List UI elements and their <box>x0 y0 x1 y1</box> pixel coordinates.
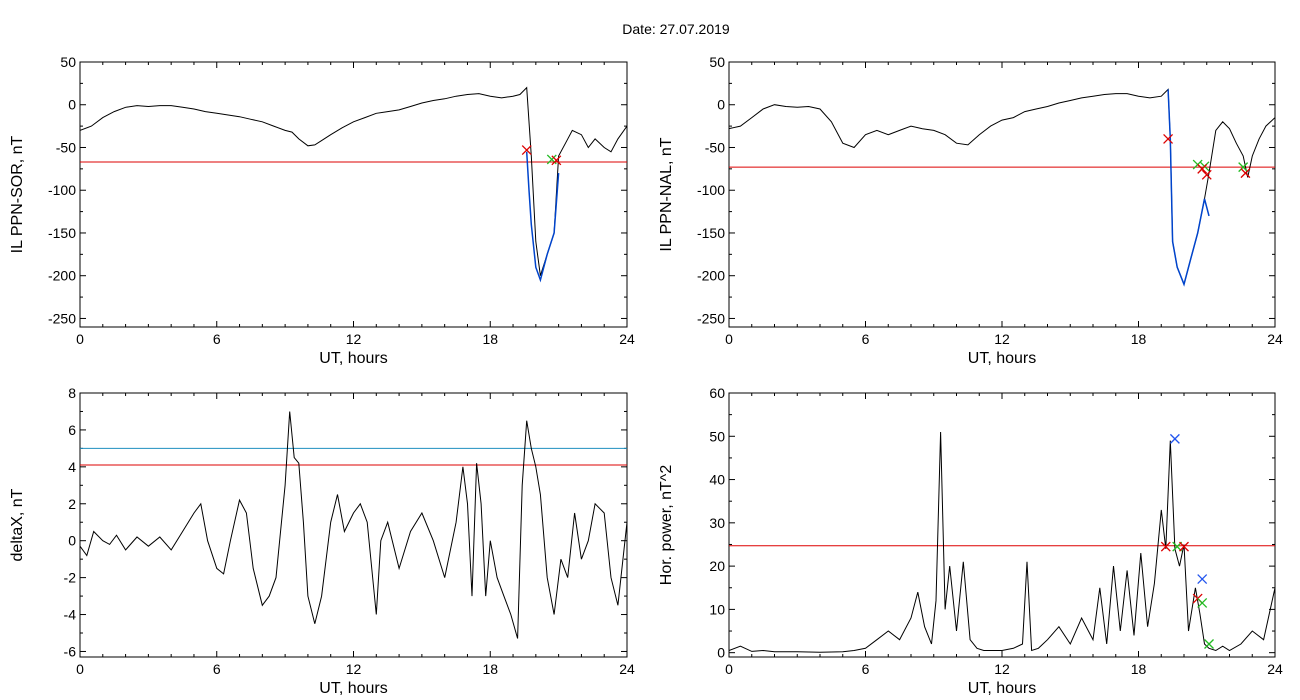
x-tick-label: 24 <box>619 661 635 677</box>
y-axis-label: Hor. power, nT^2 <box>658 465 675 586</box>
x-tick-label: 6 <box>862 661 870 677</box>
x-tick-label: 12 <box>994 661 1010 677</box>
highlight-series-line <box>525 151 560 283</box>
x-tick-label: 18 <box>1131 661 1147 677</box>
y-tick-label: -150 <box>48 225 76 241</box>
plot-frame <box>79 61 628 328</box>
y-tick-label: -150 <box>697 225 725 241</box>
y-tick-label: -200 <box>48 268 76 284</box>
y-axis-label: IL PPN-NAL, nT <box>658 137 675 251</box>
y-tick-label: 0 <box>68 533 76 549</box>
series-line <box>729 88 1275 286</box>
x-tick-label: 12 <box>346 661 362 677</box>
x-marker <box>1163 133 1174 144</box>
x-tick-label: 18 <box>482 331 498 347</box>
x-tick-label: 6 <box>213 661 221 677</box>
y-tick-label: 6 <box>68 422 76 438</box>
x-marker <box>1204 639 1214 649</box>
x-axis-label: UT, hours <box>319 350 387 367</box>
y-tick-label: -250 <box>48 310 76 326</box>
y-tick-label: 0 <box>717 645 725 661</box>
y-tick-label: 0 <box>68 97 76 113</box>
y-tick-label: 50 <box>709 428 725 444</box>
y-tick-label: -50 <box>705 139 725 155</box>
x-marker <box>1179 541 1189 552</box>
x-tick-label: 18 <box>482 661 498 677</box>
figure-title: Date: 27.07.2019 <box>622 21 730 37</box>
chart-panel-2: 0 6 12 18 24 50 0 -50 -100 -150 -200 -250 UT, hours I… <box>658 54 1283 367</box>
y-tick-label: -200 <box>697 268 725 284</box>
highlight-series-line <box>1167 89 1210 287</box>
chart-panel-4: 0 6 12 18 24 60 50 40 30 20 10 0 UT, hours Hor. power… <box>658 385 1283 697</box>
x-tick-label: 6 <box>862 331 870 347</box>
x-marker <box>551 155 562 166</box>
y-axis-label: IL PPN-SOR, nT <box>9 135 26 253</box>
x-marker <box>1197 574 1208 585</box>
x-tick-label: 0 <box>76 661 84 677</box>
x-tick-label: 6 <box>213 331 221 347</box>
y-tick-label: 20 <box>709 558 725 574</box>
x-axis-label: UT, hours <box>968 680 1036 697</box>
y-tick-label: 2 <box>68 496 76 512</box>
y-tick-label: 10 <box>709 601 725 617</box>
y-tick-label: 40 <box>709 472 725 488</box>
y-tick-label: -6 <box>64 643 77 659</box>
x-tick-label: 24 <box>619 331 635 347</box>
x-marker <box>1201 169 1212 180</box>
y-axis-label: deltaX, nT <box>9 488 26 561</box>
y-tick-label: -4 <box>64 607 77 623</box>
y-tick-label: 4 <box>68 459 76 475</box>
y-tick-label: 50 <box>709 54 725 70</box>
chart-panel-1: 0 6 12 18 24 50 0 -50 -100 -150 -200 -250 UT, hours I… <box>9 54 635 367</box>
plot-frame <box>728 392 1276 658</box>
x-tick-label: 0 <box>725 661 733 677</box>
y-tick-label: 50 <box>60 54 76 70</box>
plot-frame <box>728 61 1276 328</box>
chart-panel-3: 0 6 12 18 24 8 6 4 2 0 -2 -4 -6 UT, hours deltaX, nT <box>9 385 635 697</box>
x-marker <box>1238 162 1249 173</box>
y-tick-label: -250 <box>697 310 725 326</box>
x-tick-label: 12 <box>994 331 1010 347</box>
series-line <box>729 431 1275 653</box>
y-tick-label: -100 <box>697 182 725 198</box>
x-marker <box>521 145 532 156</box>
y-tick-label: 0 <box>717 97 725 113</box>
x-marker <box>1169 433 1180 444</box>
x-marker <box>1197 597 1208 608</box>
x-tick-label: 0 <box>76 331 84 347</box>
y-tick-label: -100 <box>48 182 76 198</box>
y-tick-label: 8 <box>68 385 76 401</box>
x-axis-label: UT, hours <box>319 680 387 697</box>
x-tick-label: 24 <box>1267 331 1283 347</box>
y-tick-label: -50 <box>56 139 76 155</box>
x-tick-label: 12 <box>346 331 362 347</box>
y-tick-label: 30 <box>709 515 725 531</box>
series-line <box>80 411 627 639</box>
x-tick-label: 18 <box>1131 331 1147 347</box>
x-axis-label: UT, hours <box>968 350 1036 367</box>
x-marker <box>1197 163 1208 174</box>
y-tick-label: 60 <box>709 385 725 401</box>
plot-frame <box>79 392 628 658</box>
x-tick-label: 24 <box>1267 661 1283 677</box>
y-tick-label: -2 <box>64 570 77 586</box>
x-marker <box>1240 168 1251 179</box>
series-line <box>80 86 627 276</box>
x-marker <box>1160 541 1171 552</box>
x-tick-label: 0 <box>725 331 733 347</box>
